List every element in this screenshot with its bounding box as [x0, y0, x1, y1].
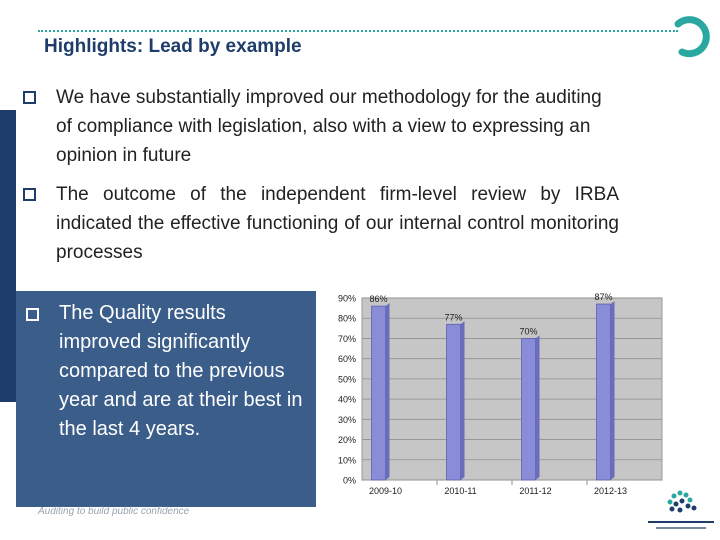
- x-tick-label: 2012-13: [594, 486, 627, 496]
- y-tick-label: 20%: [338, 435, 356, 445]
- slide-title: Highlights: Lead by example: [44, 36, 302, 57]
- bar: [596, 303, 611, 481]
- data-label: 86%: [369, 294, 387, 304]
- bullet-quality-results: The Quality results improved significant…: [26, 299, 306, 444]
- bar-side: [535, 335, 540, 480]
- quality-results-chart: 0% 10% 20% 30% 40% 50% 60% 70% 80% 90% 86% 2009-10 7…: [338, 292, 663, 496]
- bullet-text: The Quality results improved significant…: [59, 302, 303, 440]
- data-label: 77%: [444, 312, 462, 322]
- quality-results-box: The Quality results improved significant…: [16, 291, 316, 507]
- bar-side: [610, 301, 615, 480]
- bar: [371, 305, 386, 481]
- data-label: 87%: [594, 292, 612, 302]
- data-label: 70%: [519, 326, 537, 336]
- bullet-methodology: We have substantially improved our metho…: [23, 83, 619, 170]
- y-tick-label: 10%: [338, 455, 356, 465]
- checkbox-bullet-icon: [26, 308, 39, 321]
- brand-ring-icon: [674, 16, 710, 58]
- bullet-irba-review: The outcome of the independent firm-leve…: [23, 180, 619, 267]
- y-tick-label: 40%: [338, 395, 356, 405]
- dotted-rule: [38, 30, 678, 32]
- y-tick-label: 50%: [338, 374, 356, 384]
- bar: [446, 323, 461, 481]
- y-tick-label: 30%: [338, 415, 356, 425]
- plot-area: [361, 297, 663, 481]
- checkbox-bullet-icon: [23, 188, 36, 201]
- bullet-text: The outcome of the independent firm-leve…: [56, 184, 619, 263]
- y-tick-label: 0%: [343, 476, 356, 486]
- left-accent-strip: [0, 110, 16, 402]
- x-tick-label: 2011-12: [519, 486, 551, 496]
- auditor-general-logo: [648, 490, 714, 529]
- x-tick-label: 2010-11: [444, 486, 476, 496]
- y-tick-label: 90%: [338, 294, 356, 304]
- y-tick-label: 80%: [338, 314, 356, 324]
- y-tick-label: 70%: [338, 334, 356, 344]
- y-tick-label: 60%: [338, 354, 356, 364]
- footer-tagline: Auditing to build public confidence: [38, 506, 190, 517]
- bar-side: [385, 303, 390, 480]
- bar: [521, 338, 536, 481]
- bullet-text: We have substantially improved our metho…: [56, 87, 602, 166]
- x-tick-label: 2009-10: [369, 486, 402, 496]
- bar-side: [460, 321, 465, 480]
- checkbox-bullet-icon: [23, 91, 36, 104]
